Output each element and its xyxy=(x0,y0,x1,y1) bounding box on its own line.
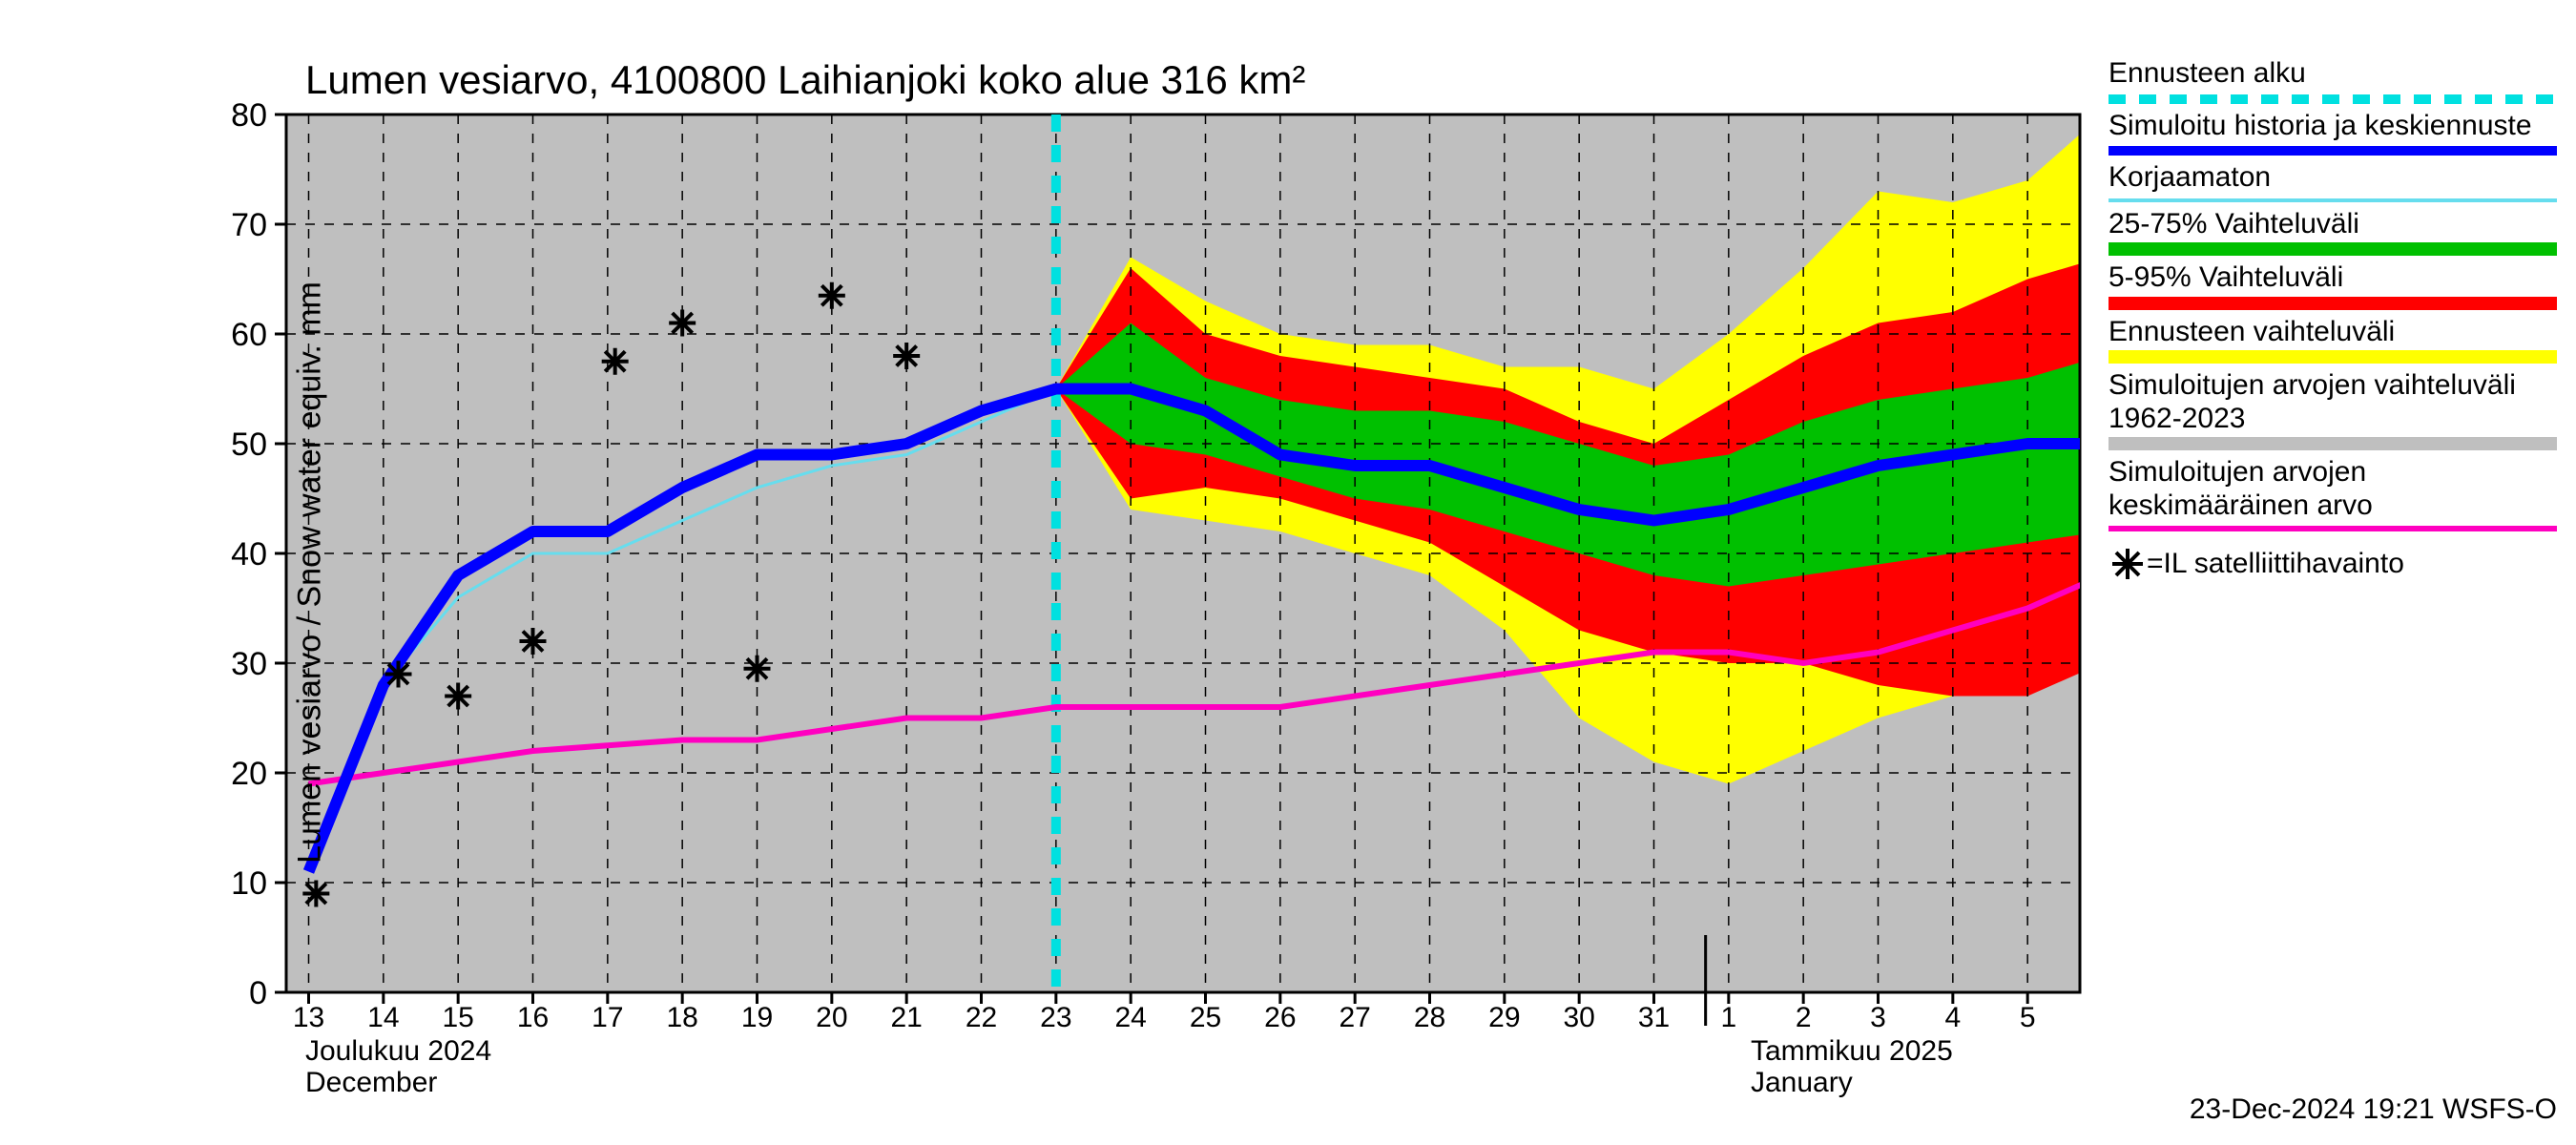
legend-label: Ennusteen vaihteluväli xyxy=(2109,316,2557,349)
svg-text:18: 18 xyxy=(666,1002,697,1033)
legend-label: 5-95% Vaihteluväli xyxy=(2109,261,2557,295)
x-month-right: Tammikuu 2025 January xyxy=(1751,1035,1953,1098)
svg-text:17: 17 xyxy=(592,1002,623,1033)
x-month-left-en: December xyxy=(305,1067,491,1098)
svg-text:20: 20 xyxy=(231,756,267,792)
legend-item: 5-95% Vaihteluväli xyxy=(2109,261,2557,310)
svg-text:22: 22 xyxy=(966,1002,997,1033)
svg-text:19: 19 xyxy=(741,1002,773,1033)
legend-label: Simuloitu historia ja keskiennuste xyxy=(2109,110,2557,143)
chart-title: Lumen vesiarvo, 4100800 Laihianjoki koko… xyxy=(305,57,1305,103)
legend-swatch xyxy=(2109,146,2557,156)
legend-swatch xyxy=(2109,437,2557,450)
svg-text:30: 30 xyxy=(231,646,267,682)
legend-label: Simuloitujen arvojen keskimääräinen arvo xyxy=(2109,456,2557,522)
legend-swatch xyxy=(2109,350,2557,364)
legend-label: Ennusteen alku xyxy=(2109,57,2557,91)
svg-text:21: 21 xyxy=(890,1002,922,1033)
legend: Ennusteen alku Simuloitu historia ja kesk… xyxy=(2109,57,2557,589)
y-axis-label: Lumen vesiarvo / Snow water equiv. mm xyxy=(291,281,328,864)
svg-text:1: 1 xyxy=(1720,1002,1736,1033)
legend-label: 25-75% Vaihteluväli xyxy=(2109,208,2557,241)
svg-text:3: 3 xyxy=(1870,1002,1886,1033)
svg-text:13: 13 xyxy=(293,1002,324,1033)
x-month-left: Joulukuu 2024 December xyxy=(305,1035,491,1098)
svg-text:15: 15 xyxy=(442,1002,473,1033)
x-month-right-en: January xyxy=(1751,1067,1953,1098)
legend-label: Korjaamaton xyxy=(2109,161,2557,195)
svg-text:0: 0 xyxy=(249,975,267,1011)
svg-text:30: 30 xyxy=(1563,1002,1594,1033)
legend-satellite-label: =IL satelliittihavainto xyxy=(2147,548,2404,581)
svg-text:50: 50 xyxy=(231,427,267,463)
legend-item: Ennusteen vaihteluväli xyxy=(2109,316,2557,364)
legend-swatch xyxy=(2109,297,2557,310)
svg-text:28: 28 xyxy=(1414,1002,1445,1033)
x-month-left-fi: Joulukuu 2024 xyxy=(305,1035,491,1067)
legend-swatch xyxy=(2109,198,2557,202)
svg-text:5: 5 xyxy=(2020,1002,2036,1033)
legend-item: Simuloitujen arvojen keskimääräinen arvo xyxy=(2109,456,2557,531)
svg-text:23: 23 xyxy=(1040,1002,1071,1033)
svg-text:29: 29 xyxy=(1488,1002,1520,1033)
x-month-right-fi: Tammikuu 2025 xyxy=(1751,1035,1953,1067)
svg-text:16: 16 xyxy=(517,1002,549,1033)
legend-item: 25-75% Vaihteluväli xyxy=(2109,208,2557,257)
legend-item: Korjaamaton xyxy=(2109,161,2557,202)
svg-text:70: 70 xyxy=(231,207,267,243)
legend-swatch xyxy=(2109,242,2557,256)
legend-swatch xyxy=(2109,94,2557,104)
legend-label: Simuloitujen arvojen vaihteluväli 1962-2… xyxy=(2109,369,2557,435)
svg-text:31: 31 xyxy=(1638,1002,1670,1033)
svg-text:2: 2 xyxy=(1796,1002,1812,1033)
legend-item-satellite: =IL satelliittihavainto xyxy=(2109,545,2557,583)
svg-text:80: 80 xyxy=(231,97,267,134)
svg-text:20: 20 xyxy=(816,1002,847,1033)
svg-text:25: 25 xyxy=(1190,1002,1221,1033)
legend-item: Ennusteen alku xyxy=(2109,57,2557,104)
legend-item: Simuloitujen arvojen vaihteluväli 1962-2… xyxy=(2109,369,2557,450)
svg-text:26: 26 xyxy=(1264,1002,1296,1033)
svg-text:60: 60 xyxy=(231,317,267,353)
chart-wrapper: Lumen vesiarvo / Snow water equiv. mm Lu… xyxy=(0,0,2576,1145)
legend-swatch xyxy=(2109,526,2557,531)
svg-text:24: 24 xyxy=(1114,1002,1146,1033)
timestamp: 23-Dec-2024 19:21 WSFS-O xyxy=(2190,1093,2557,1126)
svg-text:4: 4 xyxy=(1944,1002,1961,1033)
svg-text:14: 14 xyxy=(367,1002,399,1033)
asterisk-icon xyxy=(2109,545,2147,583)
svg-text:10: 10 xyxy=(231,865,267,902)
svg-text:27: 27 xyxy=(1339,1002,1370,1033)
svg-text:40: 40 xyxy=(231,536,267,572)
legend-item: Simuloitu historia ja keskiennuste xyxy=(2109,110,2557,156)
